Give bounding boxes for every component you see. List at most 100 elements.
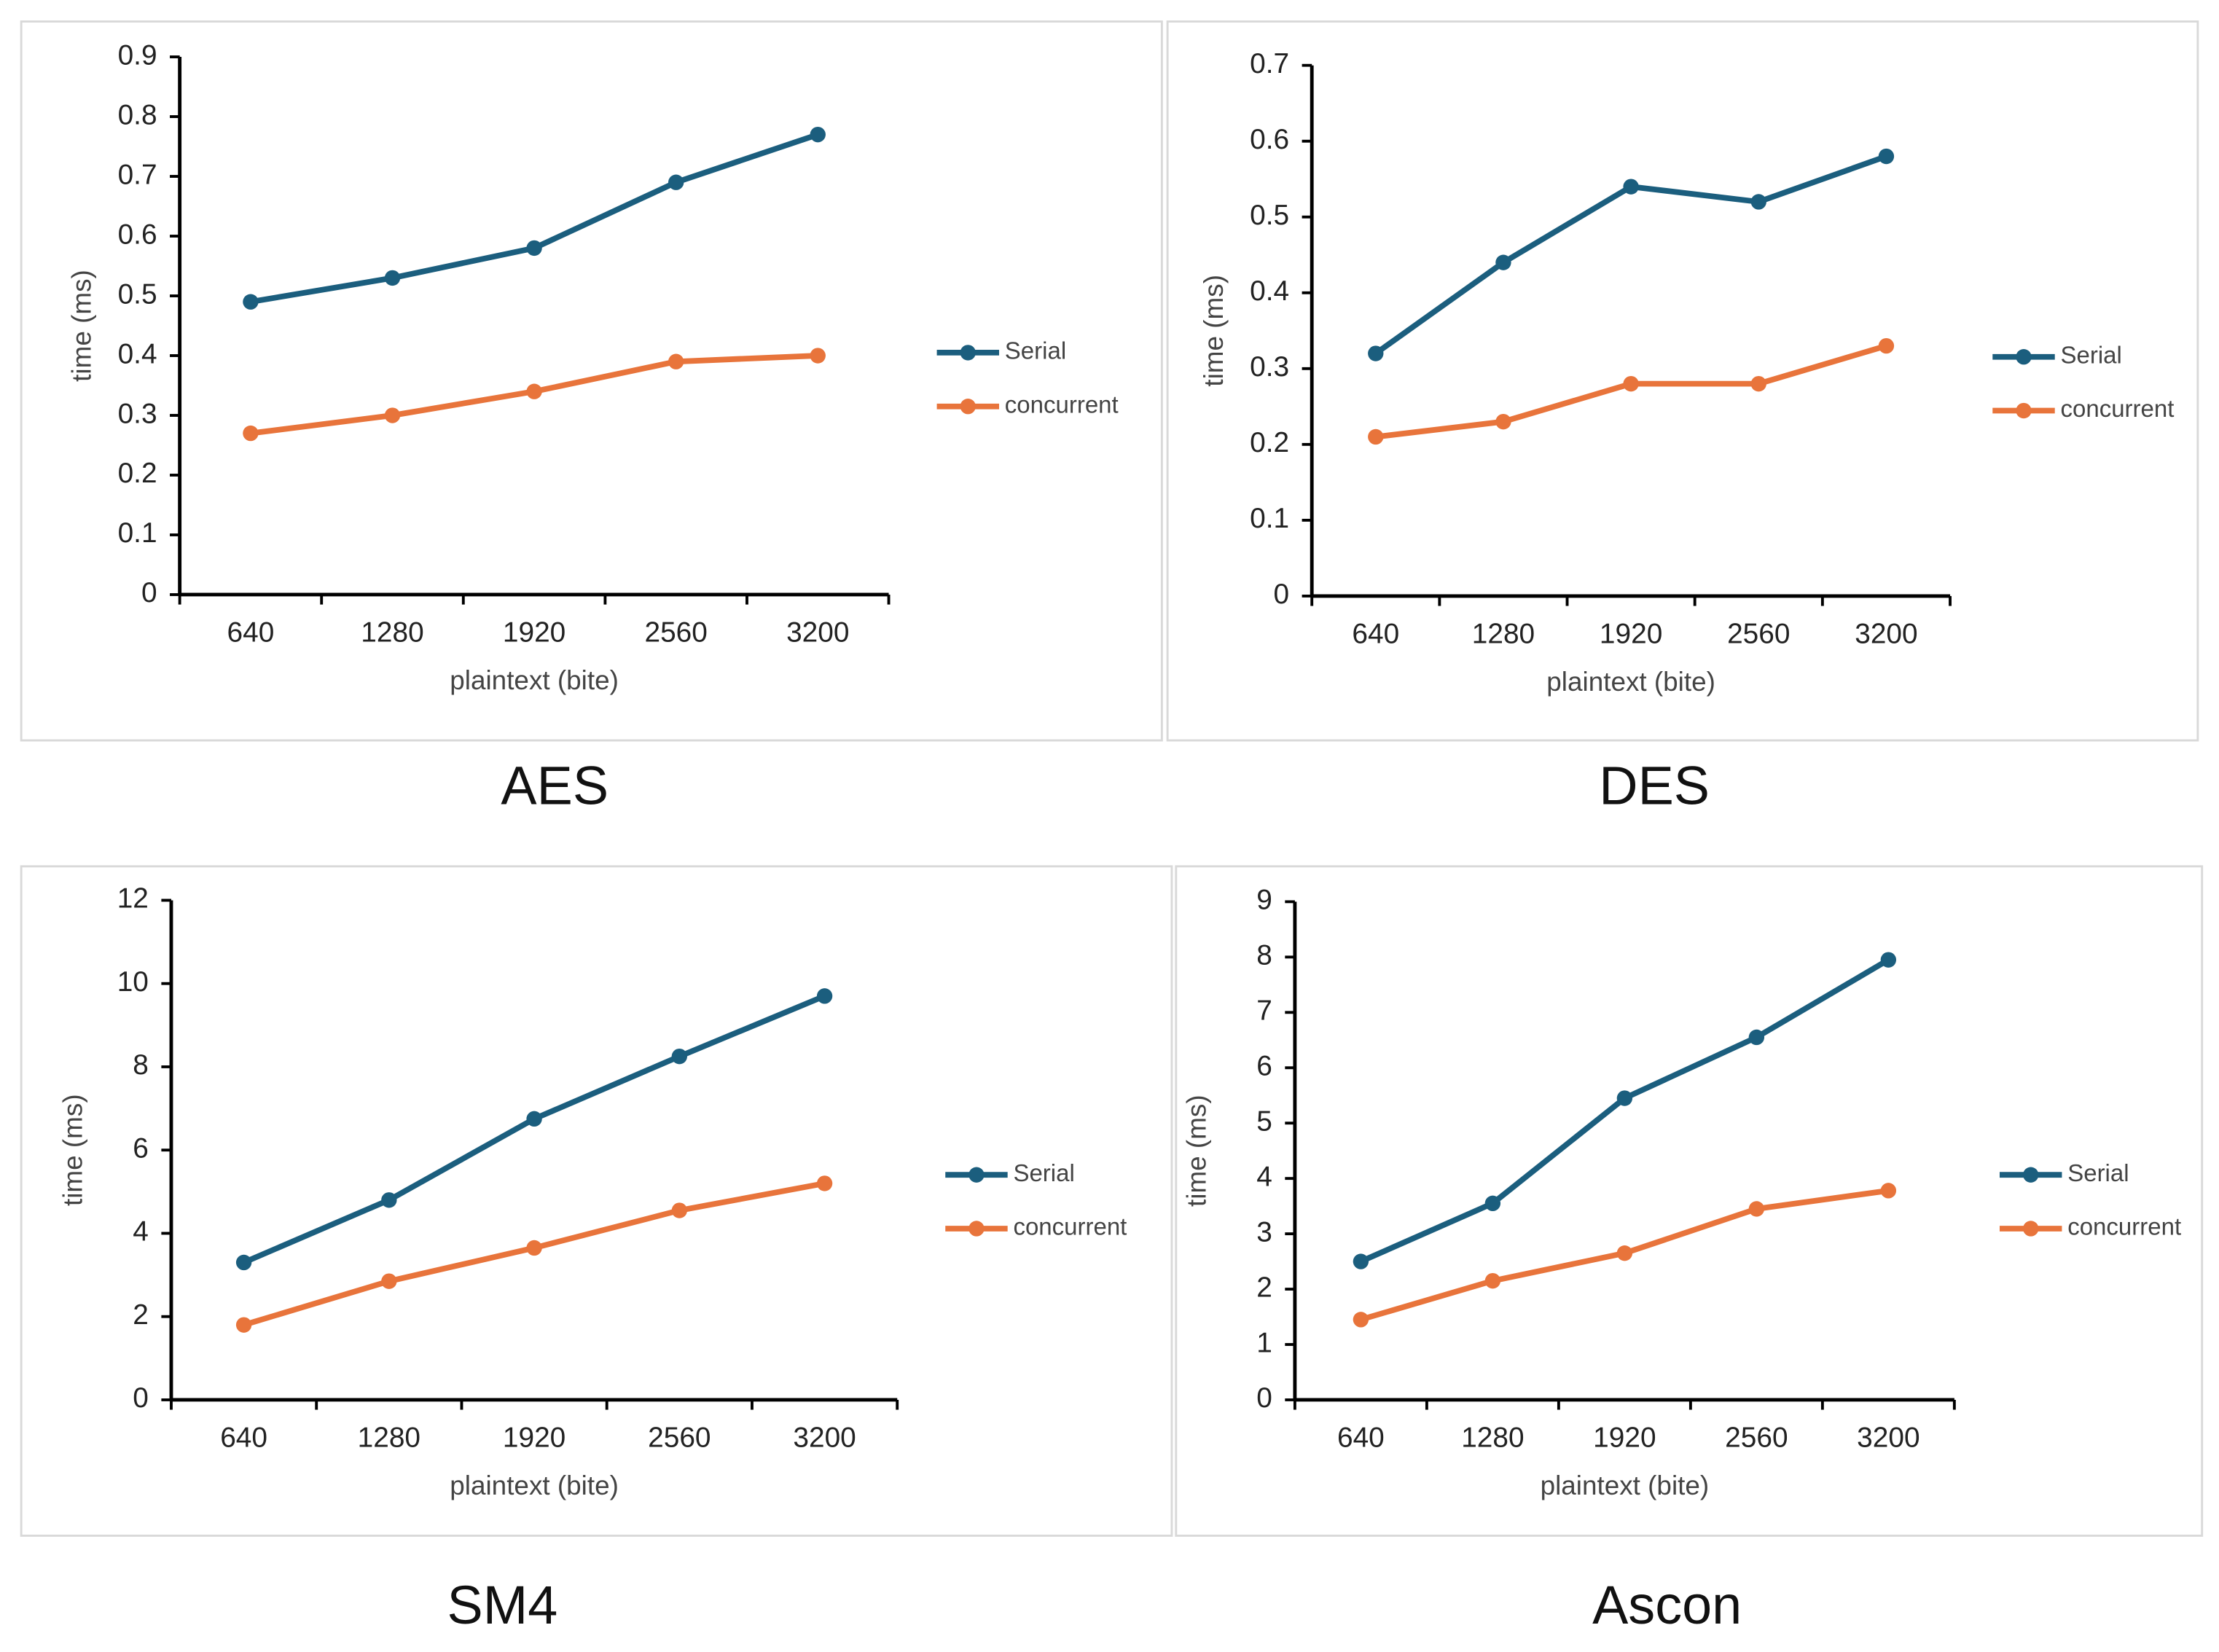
y-axis-title: time (ms) (66, 270, 96, 382)
data-point (1368, 428, 1384, 445)
panel-frame (1166, 20, 2199, 742)
data-point (1616, 1090, 1633, 1106)
y-tick-label: 0.1 (118, 517, 157, 549)
x-tick-label: 1280 (361, 617, 423, 649)
x-tick-label: 1920 (1600, 619, 1662, 650)
data-point (243, 425, 259, 442)
data-point (1495, 254, 1511, 270)
y-tick-label: 9 (1256, 885, 1272, 916)
y-tick-label: 0.1 (1250, 503, 1289, 534)
x-tick-label: 1280 (1461, 1422, 1524, 1454)
data-point (243, 294, 259, 310)
data-point (526, 1240, 542, 1256)
y-tick-label: 0.2 (1250, 427, 1289, 458)
y-tick-label: 7 (1256, 995, 1272, 1027)
y-tick-label: 2 (1256, 1272, 1272, 1303)
data-point (671, 1048, 688, 1065)
y-tick-label: 0.5 (118, 278, 157, 310)
data-point (1353, 1312, 1369, 1328)
panel-frame (20, 865, 1173, 1537)
legend-marker (960, 399, 976, 415)
y-tick-label: 0.3 (1250, 351, 1289, 383)
data-point (381, 1273, 397, 1289)
y-tick-label: 8 (133, 1049, 149, 1081)
legend-label: Serial (2061, 341, 2122, 368)
data-point (384, 270, 401, 286)
y-tick-label: 4 (133, 1216, 149, 1248)
legend-label: Serial (1005, 337, 1066, 364)
series-line (1359, 957, 1890, 1264)
y-tick-label: 0 (1256, 1382, 1272, 1414)
y-axis-title: time (ms) (1182, 1095, 1212, 1207)
series-line (250, 131, 819, 305)
legend-label: Serial (1013, 1159, 1074, 1186)
x-tick-label: 640 (220, 1422, 267, 1454)
data-point (1623, 375, 1639, 392)
data-point (1616, 1245, 1633, 1261)
data-point (526, 240, 542, 257)
x-axis-title: plaintext (bite) (1541, 1471, 1710, 1500)
data-point (1353, 1253, 1369, 1269)
x-axis-title: plaintext (bite) (1546, 667, 1715, 697)
y-tick-label: 0.4 (118, 338, 157, 369)
legend-label: concurrent (1005, 391, 1119, 418)
data-point (1750, 194, 1766, 210)
x-tick-label: 640 (227, 617, 275, 649)
legend-label: concurrent (2067, 1213, 2181, 1240)
legend-marker (2023, 1167, 2039, 1183)
y-tick-label: 0.6 (1250, 124, 1289, 155)
x-tick-label: 640 (1337, 1422, 1385, 1454)
y-tick-label: 0.6 (118, 219, 157, 250)
panel-frame (1175, 865, 2204, 1537)
data-point (1750, 375, 1766, 392)
data-point (1484, 1195, 1501, 1212)
x-tick-label: 1920 (503, 617, 565, 649)
data-point (1368, 345, 1384, 361)
x-tick-label: 2560 (648, 1422, 711, 1454)
chart-title: Ascon (1592, 1575, 1742, 1635)
x-tick-label: 2560 (644, 617, 707, 649)
y-tick-label: 0.3 (118, 398, 157, 429)
y-tick-label: 0 (1274, 579, 1290, 610)
data-point (526, 1111, 542, 1127)
y-tick-label: 6 (133, 1132, 149, 1164)
legend-marker (2016, 402, 2032, 419)
legend-label: Serial (2067, 1159, 2129, 1186)
x-tick-label: 1280 (358, 1422, 420, 1454)
legend-label: concurrent (2061, 395, 2175, 422)
data-point (235, 1254, 252, 1271)
data-point (810, 348, 826, 364)
data-point (1748, 1029, 1765, 1046)
x-tick-label: 640 (1352, 619, 1399, 650)
data-point (1495, 413, 1511, 430)
data-point (816, 1175, 833, 1191)
data-point (1623, 179, 1639, 195)
x-tick-label: 3200 (1857, 1422, 1919, 1454)
chart-title: SM4 (447, 1575, 558, 1635)
y-axis-title: time (ms) (58, 1094, 88, 1206)
data-point (668, 353, 684, 369)
y-tick-label: 5 (1256, 1105, 1272, 1137)
legend-label: concurrent (1013, 1213, 1127, 1240)
y-tick-label: 0.7 (118, 159, 157, 190)
y-tick-label: 0.4 (1250, 275, 1289, 307)
y-tick-label: 0 (133, 1382, 149, 1414)
y-tick-label: 1 (1256, 1327, 1272, 1358)
legend-marker (968, 1167, 985, 1183)
x-tick-label: 2560 (1727, 619, 1790, 650)
x-tick-label: 3200 (1855, 619, 1917, 650)
chart-title: AES (501, 755, 608, 815)
x-axis-title: plaintext (bite) (450, 665, 619, 695)
data-point (384, 407, 401, 423)
x-tick-label: 1280 (1472, 619, 1535, 650)
legend-marker (968, 1221, 985, 1237)
data-point (1878, 148, 1895, 165)
data-point (235, 1317, 252, 1333)
data-point (816, 988, 833, 1004)
y-tick-label: 12 (117, 883, 149, 915)
data-point (1484, 1272, 1501, 1289)
data-point (381, 1192, 397, 1208)
y-axis-title: time (ms) (1199, 275, 1229, 387)
data-point (1880, 1183, 1897, 1199)
